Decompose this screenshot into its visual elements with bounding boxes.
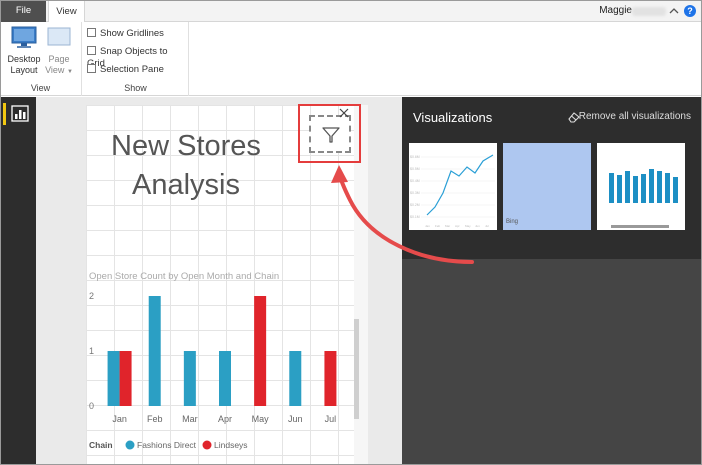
filter-highlight [298,104,361,163]
x-tick-label: Jan [112,414,127,424]
svg-text:$0.4M: $0.4M [410,179,420,183]
left-nav [0,97,36,465]
y-tick-label: 1 [89,346,94,356]
eraser-icon[interactable] [568,111,580,123]
svg-text:Apr: Apr [455,224,460,228]
svg-text:Feb: Feb [435,224,441,228]
filter-visual-placeholder[interactable] [309,115,351,153]
ribbon: Desktop Layout Page View ▼ View Show Gri… [0,22,702,96]
x-tick-label: Jun [288,414,303,424]
line-chart-thumbnail[interactable]: $0.6M $0.5M $0.4M $0.3M $0.2M $0.1M Jan Feb Ma… [409,143,497,230]
checkbox-box[interactable] [87,64,96,73]
column-chart-thumbnail[interactable] [597,143,685,230]
bing-logo: Bing [506,219,519,225]
bar-lindseys [119,351,132,406]
line-chart-thumbnail-graphic: $0.6M $0.5M $0.4M $0.3M $0.2M $0.1M Jan Feb Ma… [410,154,495,228]
ribbon-group-label: View [30,83,51,93]
checkbox-label: Snap Objects to Grid [87,46,168,69]
x-tick-label: Mar [182,414,198,424]
svg-text:Mar: Mar [445,224,450,228]
bar-lindseys [324,351,337,406]
desktop-layout-label: Desktop Layout [7,54,41,75]
column-chart[interactable]: Open Store Count by Open Month and Chain… [86,267,354,457]
svg-text:Jun: Jun [475,224,480,228]
x-tick-label: May [252,414,270,424]
y-tick-label: 0 [89,401,94,411]
user-name[interactable]: Maggie [599,5,632,16]
bar-fashions-direct [148,296,161,406]
bar-fashions-direct [183,351,196,406]
legend-swatch [125,440,135,450]
visualizations-header: Visualizations Remove all visualizations [402,97,702,137]
bar-lindseys [254,296,267,406]
remove-all-visualizations-button[interactable]: Remove all visualizations [578,111,691,122]
page-view-label: Page View ▼ [45,54,73,75]
checkbox-box[interactable] [87,28,96,37]
close-icon[interactable] [338,107,350,119]
svg-text:$0.2M: $0.2M [410,203,420,207]
chevron-up-icon[interactable] [668,5,680,17]
legend-label: Fashions Direct [137,440,197,450]
svg-text:May: May [465,224,471,228]
svg-text:$0.1M: $0.1M [410,215,420,219]
snap-objects-checkbox[interactable]: Snap Objects to Grid [87,46,188,69]
report-title[interactable]: New Stores Analysis [86,127,286,205]
x-tick-label: Jul [325,414,337,424]
svg-text:Jan: Jan [425,224,430,228]
visualization-gallery: $0.6M $0.5M $0.4M $0.3M $0.2M $0.1M Jan Feb Ma… [402,137,702,259]
help-icon[interactable]: ? [684,5,696,17]
report-icon [11,105,29,122]
title-line-1: New Stores [111,130,261,162]
chart-title: Open Store Count by Open Month and Chain [89,271,279,282]
x-tick-label: Feb [147,414,163,424]
tab-view[interactable]: View [48,0,85,23]
selection-pane-checkbox[interactable]: Selection Pane [87,64,164,78]
show-gridlines-checkbox[interactable]: Show Gridlines [87,28,164,42]
visualizations-pane: Visualizations Remove all visualizations… [402,97,702,465]
y-tick-label: 2 [89,291,94,301]
svg-text:$0.5M: $0.5M [410,167,420,171]
legend-label: Lindseys [214,440,248,450]
filter-icon [322,127,340,143]
ribbon-group-show: Show Gridlines Snap Objects to Grid Sele… [83,22,189,96]
svg-text:Jul: Jul [485,224,489,228]
svg-text:$0.3M: $0.3M [410,191,420,195]
page-view-button[interactable]: Page View ▼ [44,26,74,78]
nav-item-report[interactable] [3,103,33,125]
checkbox-label: Selection Pane [100,64,164,75]
ribbon-group-view: Desktop Layout Page View ▼ View [0,22,82,96]
bar-fashions-direct [219,351,231,406]
canvas-scrollbar[interactable] [354,319,359,419]
user-name-redacted [632,7,666,16]
title-line-2: Analysis [132,169,240,201]
bar-fashions-direct [289,351,302,406]
tab-file[interactable]: File [1,0,46,22]
ribbon-group-label: Show [124,83,147,93]
page-view-icon [47,27,71,46]
svg-text:$0.6M: $0.6M [410,155,420,159]
checkbox-label: Show Gridlines [100,28,164,39]
map-thumbnail[interactable]: Bing [503,143,591,230]
desktop-layout-icon [11,26,37,48]
legend-swatch [202,440,212,450]
map-footer: Bing [503,218,591,230]
checkbox-box[interactable] [87,46,96,55]
desktop-layout-button[interactable]: Desktop Layout [6,26,42,76]
report-canvas[interactable]: New Stores Analysis Open Store Count by … [36,97,402,465]
column-chart-thumbnail-graphic [609,169,678,228]
chevron-down-icon: ▼ [66,69,73,75]
visualizations-title: Visualizations [413,110,493,125]
ribbon-tab-bar: File View Maggie ? [0,0,702,23]
legend-title: Chain [89,440,113,450]
bar-fashions-direct [107,351,120,406]
x-tick-label: Apr [218,414,232,424]
